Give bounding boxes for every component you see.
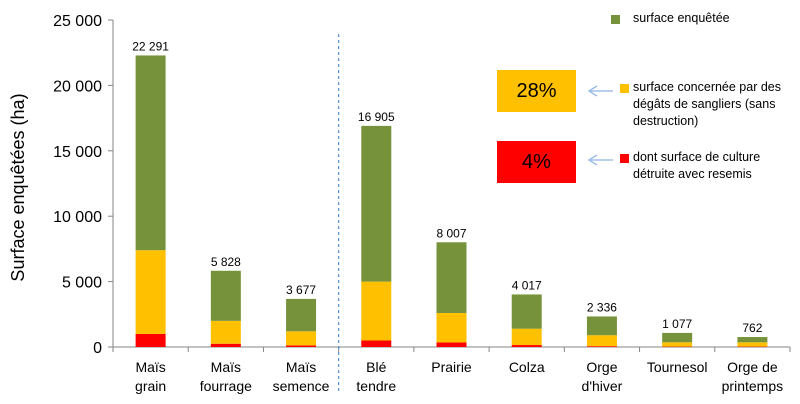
- callout-damaged-percent: 28%: [497, 70, 576, 112]
- y-tick-label: 20 000: [53, 78, 102, 95]
- bar-segment-surveyed: [135, 55, 166, 251]
- y-tick-label: 25 000: [53, 13, 102, 30]
- bar-segment-damaged: [662, 342, 693, 347]
- x-tick-label: d'hiver: [582, 378, 623, 394]
- y-tick-label: 15 000: [53, 144, 102, 161]
- x-tick-label: Colza: [509, 359, 545, 375]
- legend-swatch-destroyed: [620, 154, 629, 163]
- callout-destroyed-percent: 4%: [497, 141, 576, 183]
- legend-label-destroyed: dont surface de culture détruite avec re…: [633, 149, 798, 183]
- legend-label-destroyed-line-2: détruite avec resemis: [633, 167, 752, 181]
- bar-segment-destroyed: [361, 340, 392, 347]
- bar-segment-destroyed: [586, 346, 617, 347]
- bar-segment-destroyed: [436, 342, 467, 347]
- x-tick-label: printemps: [722, 378, 783, 394]
- legend-label-damaged-line-3: destruction): [633, 114, 699, 128]
- y-tick-label: 10 000: [53, 209, 102, 226]
- callout-arrow-head: [587, 85, 598, 97]
- bar-segment-destroyed: [210, 343, 241, 347]
- bar-segment-destroyed: [511, 345, 542, 347]
- bar-segment-damaged: [586, 335, 617, 347]
- bar-segment-damaged: [210, 320, 241, 344]
- legend-label-damaged-line-2: dégâts de sangliers (sans: [633, 97, 776, 111]
- bar-segment-surveyed: [511, 294, 542, 329]
- bar-segment-surveyed: [737, 337, 768, 343]
- bar-segment-damaged: [436, 312, 467, 343]
- legend-label-surveyed: surface enquêtée: [633, 10, 798, 27]
- x-tick-label: Maïs: [135, 359, 165, 375]
- x-tick-label: tendre: [356, 378, 396, 394]
- legend-label-damaged: surface concernée par des dégâts de sang…: [633, 79, 798, 130]
- bar-total-label: 8 007: [436, 226, 466, 240]
- bar-segment-surveyed: [436, 242, 467, 313]
- bar-total-label: 762: [742, 321, 762, 335]
- y-tick-label: 0: [93, 340, 102, 357]
- bar-segment-damaged: [361, 281, 392, 341]
- bar-total-label: 3 677: [286, 283, 316, 297]
- x-tick-label: Maïs: [286, 359, 316, 375]
- bar-segment-surveyed: [586, 316, 617, 336]
- x-tick-label: grain: [135, 378, 166, 394]
- bar-segment-surveyed: [361, 125, 392, 282]
- bar-segment-destroyed: [135, 333, 166, 347]
- legend-swatch-surveyed: [611, 15, 620, 24]
- x-tick-label: Orge de: [727, 359, 778, 375]
- x-tick-label: semence: [273, 378, 330, 394]
- bar-total-label: 5 828: [211, 255, 241, 269]
- y-axis-label: Surface enquêtées (ha): [8, 93, 28, 281]
- x-tick-label: Maïs: [211, 359, 241, 375]
- bar-total-label: 22 291: [132, 39, 169, 53]
- bar-segment-destroyed: [286, 345, 317, 347]
- bar-segment-surveyed: [286, 298, 317, 332]
- legend-label-surveyed-line-1: surface enquêtée: [633, 11, 730, 25]
- callout-damaged-percent-text: 28%: [516, 79, 557, 102]
- bar-segment-surveyed: [662, 332, 693, 343]
- bar-segment-surveyed: [210, 270, 241, 321]
- x-tick-label: fourrage: [200, 378, 252, 394]
- x-tick-label: Orge: [586, 359, 617, 375]
- x-tick-label: Blé: [366, 359, 386, 375]
- legend-swatch-damaged: [620, 84, 629, 93]
- bar-segment-damaged: [511, 328, 542, 346]
- y-tick-label: 5 000: [62, 275, 102, 292]
- x-tick-label: Prairie: [431, 359, 472, 375]
- legend-label-damaged-line-1: surface concernée par des: [633, 80, 782, 94]
- x-tick-label: Tournesol: [647, 359, 708, 375]
- bar-total-label: 16 905: [358, 110, 395, 124]
- bar-segment-damaged: [286, 331, 317, 346]
- bar-segment-damaged: [737, 342, 768, 347]
- callout-arrow-head: [587, 154, 598, 166]
- bar-total-label: 2 336: [587, 300, 617, 314]
- legend-label-destroyed-line-1: dont surface de culture: [633, 150, 761, 164]
- bar-total-label: 1 077: [662, 317, 692, 331]
- bar-segment-damaged: [135, 250, 166, 334]
- bar-total-label: 4 017: [512, 278, 542, 292]
- callout-destroyed-percent-text: 4%: [522, 150, 551, 173]
